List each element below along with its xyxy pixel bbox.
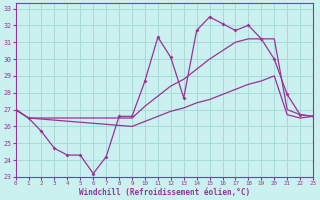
X-axis label: Windchill (Refroidissement éolien,°C): Windchill (Refroidissement éolien,°C) xyxy=(79,188,250,197)
